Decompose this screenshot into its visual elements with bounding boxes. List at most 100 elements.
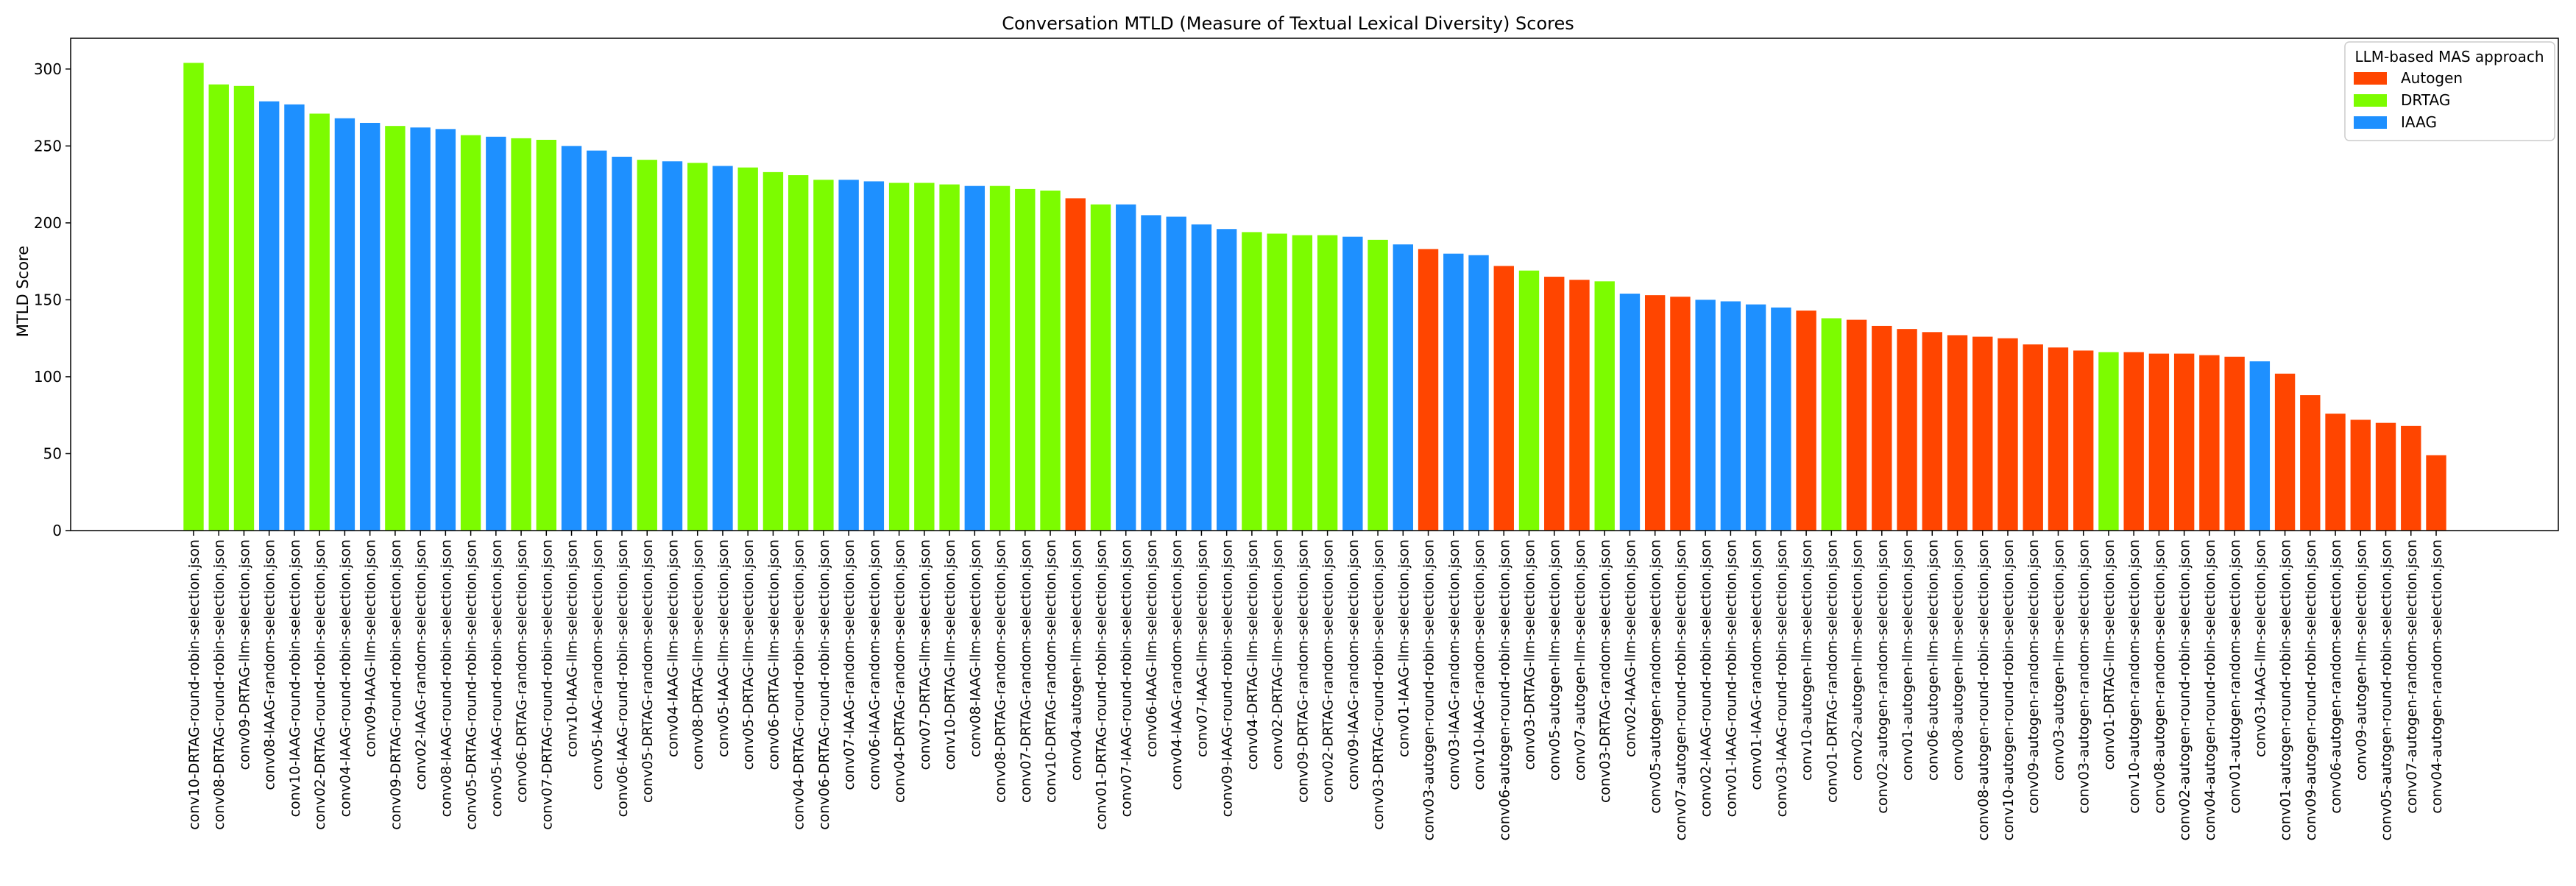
x-tick-label: conv04-autogen-llm-selection.json — [1068, 539, 1084, 781]
chart-title: Conversation MTLD (Measure of Textual Le… — [1002, 13, 1574, 34]
bar — [662, 161, 683, 531]
legend-label: Autogen — [2401, 69, 2463, 87]
x-tick-label: conv05-DRTAG-round-robin-selection.json — [464, 539, 480, 830]
bar — [2401, 425, 2421, 531]
bar — [1972, 336, 1993, 531]
x-tick-label: conv10-DRTAG-random-selection.json — [1043, 539, 1059, 803]
bar — [410, 127, 431, 531]
bar — [2426, 455, 2446, 531]
x-tick-label: conv02-DRTAG-random-selection.json — [1320, 539, 1337, 803]
plot-frame — [70, 38, 2559, 531]
bar — [2098, 352, 2119, 531]
x-tick-label: conv07-DRTAG-random-selection.json — [1018, 539, 1034, 803]
bar — [284, 104, 305, 531]
bar — [1745, 304, 1766, 531]
legend: LLM-based MAS approach Autogen DRTAG IAAG — [2344, 41, 2555, 141]
bar — [1393, 244, 1414, 531]
x-tick-label: conv04-autogen-random-selection.json — [2429, 539, 2445, 814]
x-tick-label: conv08-DRTAG-random-selection.json — [993, 539, 1009, 803]
bar — [233, 85, 255, 531]
y-axis-ticks: 0 50 100 150 200 250 300 — [34, 60, 71, 539]
x-tick-label: conv08-IAAG-random-selection.json — [262, 539, 278, 790]
x-tick-label: conv08-autogen-round-robin-selection.jso… — [1975, 539, 1992, 840]
x-tick-label: conv02-autogen-random-selection.json — [1875, 539, 1891, 814]
legend-entries: Autogen DRTAG IAAG — [2354, 69, 2463, 131]
legend-label: IAAG — [2401, 113, 2437, 131]
bar — [2199, 355, 2220, 531]
legend-swatch — [2354, 72, 2387, 85]
bar — [687, 163, 708, 531]
bar — [2073, 350, 2094, 531]
x-tick-label: conv07-IAAG-round-robin-selection.json — [1119, 539, 1135, 817]
bar — [435, 129, 456, 531]
x-tick-label: conv10-IAAG-random-selection.json — [1471, 539, 1487, 790]
y-tick-label: 150 — [34, 291, 62, 308]
bar — [1947, 335, 1968, 531]
bar — [2249, 361, 2271, 531]
x-tick-label: conv01-DRTAG-llm-selection.json — [2101, 539, 2117, 770]
y-axis-label: MTLD Score — [14, 246, 32, 337]
bar — [536, 139, 556, 531]
bars-group — [183, 63, 2446, 531]
x-tick-label: conv08-DRTAG-llm-selection.json — [690, 539, 707, 770]
x-tick-label: conv05-autogen-llm-selection.json — [1547, 539, 1563, 781]
bar — [385, 126, 406, 531]
x-tick-label: conv06-IAAG-round-robin-selection.json — [615, 539, 631, 817]
bar — [813, 180, 834, 531]
y-tick-label: 300 — [34, 60, 62, 78]
bar — [1594, 281, 1615, 531]
x-tick-label: conv05-DRTAG-random-selection.json — [640, 539, 656, 803]
bar — [561, 146, 582, 531]
bar — [1191, 224, 1212, 531]
legend-label: DRTAG — [2401, 91, 2450, 109]
x-tick-label: conv06-IAAG-llm-selection.json — [1144, 539, 1160, 757]
bar — [309, 113, 330, 531]
x-tick-label: conv07-autogen-round-robin-selection.jso… — [1673, 539, 1689, 840]
bar — [838, 180, 859, 531]
bar — [1493, 266, 1514, 531]
x-tick-label: conv06-IAAG-random-selection.json — [866, 539, 882, 790]
x-tick-label: conv04-DRTAG-llm-selection.json — [1245, 539, 1261, 770]
bar — [2123, 352, 2144, 531]
bar — [712, 166, 733, 531]
x-tick-label: conv09-autogen-random-selection.json — [2025, 539, 2042, 814]
bar — [1065, 198, 1086, 531]
bar — [1720, 301, 1741, 531]
x-tick-label: conv04-DRTAG-round-robin-selection.json — [791, 539, 807, 830]
bar — [1897, 329, 1917, 531]
y-tick-label: 250 — [34, 137, 62, 155]
x-tick-label: conv10-autogen-round-robin-selection.jso… — [2000, 539, 2017, 840]
x-tick-label: conv04-DRTAG-random-selection.json — [892, 539, 908, 803]
bar — [1569, 280, 1590, 531]
bar — [1317, 235, 1338, 531]
bar — [1015, 188, 1036, 531]
y-tick-label: 100 — [34, 368, 62, 386]
bar — [1342, 236, 1363, 531]
x-tick-label: conv09-IAAG-llm-selection.json — [363, 539, 379, 757]
bar — [1443, 253, 1464, 531]
bar — [2173, 353, 2195, 531]
x-tick-label: conv03-IAAG-llm-selection.json — [2252, 539, 2268, 757]
x-tick-label: conv02-IAAG-random-selection.json — [413, 539, 429, 790]
y-tick-label: 50 — [43, 444, 62, 462]
x-tick-label: conv01-IAAG-llm-selection.json — [1395, 539, 1412, 757]
x-tick-label: conv08-DRTAG-round-robin-selection.json — [211, 539, 227, 830]
x-tick-label: conv08-IAAG-round-robin-selection.json — [438, 539, 454, 817]
x-tick-label: conv10-DRTAG-llm-selection.json — [942, 539, 958, 770]
bar — [1216, 229, 1237, 531]
bar — [1242, 232, 1262, 531]
bar — [511, 138, 531, 531]
x-tick-label: conv03-DRTAG-llm-selection.json — [1522, 539, 1538, 770]
bar — [1116, 204, 1136, 531]
x-tick-label: conv03-IAAG-round-robin-selection.json — [1774, 539, 1790, 817]
x-tick-label: conv07-DRTAG-llm-selection.json — [917, 539, 933, 770]
bar — [2325, 414, 2346, 531]
bar — [2375, 422, 2396, 531]
bar — [1367, 239, 1388, 531]
x-tick-label: conv01-DRTAG-random-selection.json — [1824, 539, 1840, 803]
bar — [183, 63, 204, 531]
x-tick-label: conv01-IAAG-round-robin-selection.json — [1723, 539, 1739, 817]
bar — [1872, 325, 1892, 531]
x-tick-label: conv07-autogen-llm-selection.json — [1572, 539, 1588, 781]
